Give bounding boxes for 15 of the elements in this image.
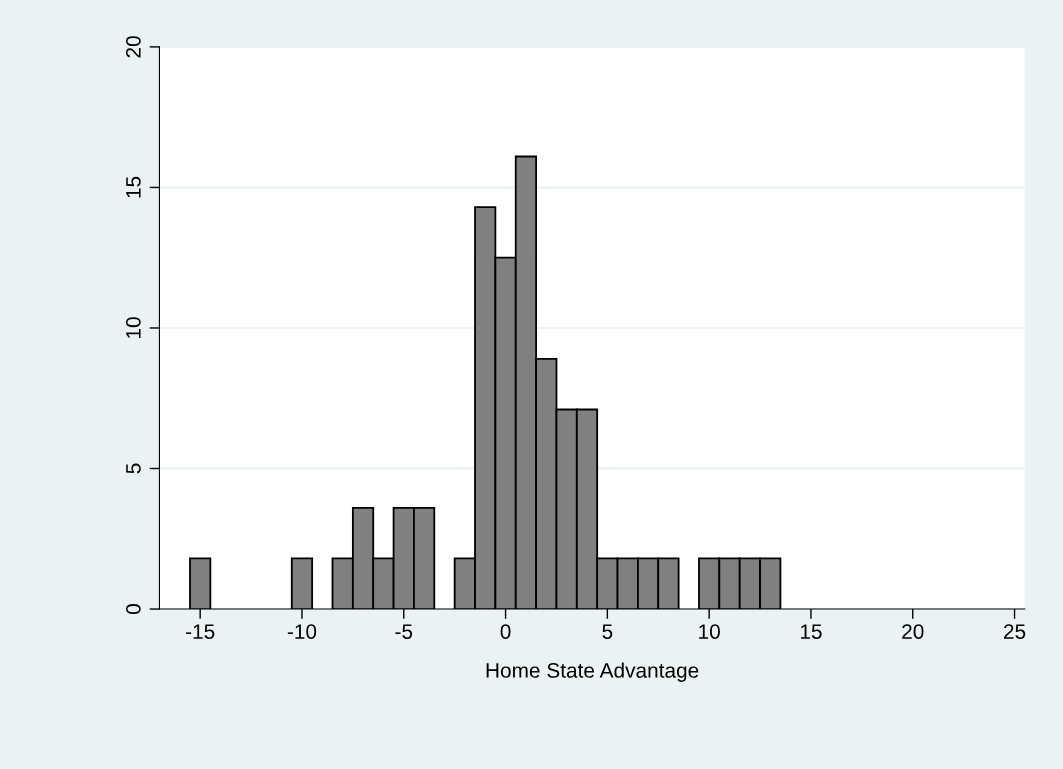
x-tick-label: -5 [395, 624, 413, 639]
x-tick-label: 20 [902, 624, 924, 639]
x-tick-label: 10 [699, 624, 720, 639]
x-tick-label: 5 [602, 624, 613, 639]
x-tick-label: -15 [186, 624, 215, 639]
y-tick-label: 15 [126, 176, 141, 198]
x-tick-label: 25 [1004, 624, 1026, 639]
x-tick-label: 15 [800, 624, 822, 639]
x-axis-title: Home State Advantage [486, 662, 699, 682]
x-tick-label: -10 [287, 624, 317, 639]
x-tick-label: 0 [500, 624, 511, 639]
y-tick-label: 20 [126, 36, 141, 58]
y-tick-label: 5 [126, 463, 141, 474]
y-tick-label: 0 [126, 604, 141, 615]
y-tick-label: 10 [126, 317, 141, 338]
